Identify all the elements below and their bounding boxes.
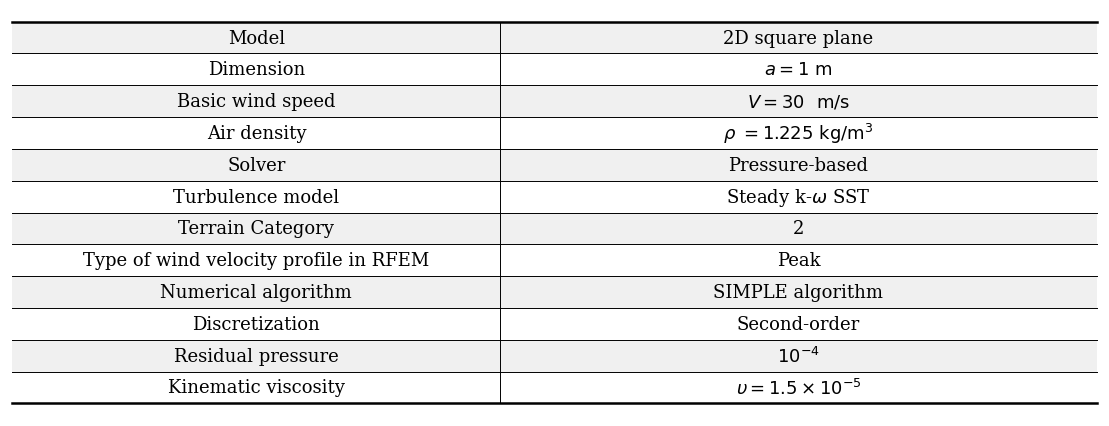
Text: $\rho\ =1.225\ \mathrm{kg/m^3}$: $\rho\ =1.225\ \mathrm{kg/m^3}$ <box>723 121 874 146</box>
Text: Kinematic viscosity: Kinematic viscosity <box>167 379 345 397</box>
Text: SIMPLE algorithm: SIMPLE algorithm <box>713 283 884 301</box>
Text: Peak: Peak <box>776 252 821 270</box>
Bar <box>12 54 1097 86</box>
Text: Turbulence model: Turbulence model <box>173 188 339 206</box>
Text: Air density: Air density <box>206 125 306 143</box>
Text: $\upsilon = 1.5 \times 10^{-5}$: $\upsilon = 1.5 \times 10^{-5}$ <box>735 377 862 397</box>
Bar <box>12 23 1097 54</box>
Text: Second-order: Second-order <box>736 315 861 333</box>
Bar <box>12 181 1097 213</box>
Bar <box>12 86 1097 118</box>
Bar <box>12 340 1097 372</box>
Text: Pressure-based: Pressure-based <box>729 156 868 174</box>
Bar <box>12 213 1097 245</box>
Text: $V = 30\ \ \mathrm{m/s}$: $V = 30\ \ \mathrm{m/s}$ <box>746 93 849 111</box>
Text: Discretization: Discretization <box>193 315 321 333</box>
Bar <box>12 118 1097 150</box>
Bar <box>12 245 1097 276</box>
Bar <box>12 372 1097 403</box>
Text: $a = 1\ \mathrm{m}$: $a = 1\ \mathrm{m}$ <box>764 61 833 79</box>
Text: Solver: Solver <box>227 156 285 174</box>
Text: $10^{-4}$: $10^{-4}$ <box>777 346 820 366</box>
Text: Dimension: Dimension <box>207 61 305 79</box>
Text: Numerical algorithm: Numerical algorithm <box>161 283 353 301</box>
Text: Model: Model <box>227 29 285 47</box>
Text: Residual pressure: Residual pressure <box>174 347 338 365</box>
Text: Terrain Category: Terrain Category <box>179 220 334 238</box>
Text: 2: 2 <box>793 220 804 238</box>
Text: Steady k-$\omega$ SST: Steady k-$\omega$ SST <box>726 186 871 208</box>
Text: 2D square plane: 2D square plane <box>723 29 874 47</box>
Bar <box>12 308 1097 340</box>
Text: Basic wind speed: Basic wind speed <box>177 93 336 111</box>
Bar <box>12 150 1097 181</box>
Text: Type of wind velocity profile in RFEM: Type of wind velocity profile in RFEM <box>83 252 429 270</box>
Bar <box>12 276 1097 308</box>
